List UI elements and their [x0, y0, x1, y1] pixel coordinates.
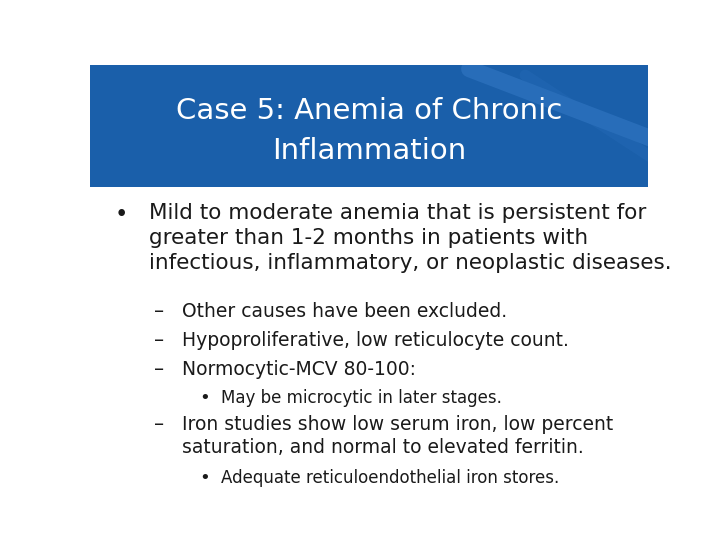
Text: –: –: [154, 360, 164, 379]
Text: –: –: [154, 415, 164, 434]
Text: •: •: [199, 389, 210, 407]
Text: Normocytic-MCV 80-100:: Normocytic-MCV 80-100:: [182, 360, 416, 379]
Text: Case 5: Anemia of Chronic: Case 5: Anemia of Chronic: [176, 97, 562, 125]
Text: Inflammation: Inflammation: [272, 137, 466, 165]
Text: Mild to moderate anemia that is persistent for
greater than 1-2 months in patien: Mild to moderate anemia that is persiste…: [148, 203, 671, 273]
Text: •: •: [199, 469, 210, 487]
FancyBboxPatch shape: [90, 187, 648, 481]
Text: May be microcytic in later stages.: May be microcytic in later stages.: [221, 389, 502, 407]
Text: Adequate reticuloendothelial iron stores.: Adequate reticuloendothelial iron stores…: [221, 469, 559, 487]
Text: Other causes have been excluded.: Other causes have been excluded.: [182, 302, 507, 321]
Text: •: •: [115, 203, 128, 226]
FancyBboxPatch shape: [90, 65, 648, 187]
Text: –: –: [154, 302, 164, 321]
Text: Iron studies show low serum iron, low percent
saturation, and normal to elevated: Iron studies show low serum iron, low pe…: [182, 415, 613, 457]
Text: Hypoproliferative, low reticulocyte count.: Hypoproliferative, low reticulocyte coun…: [182, 331, 569, 350]
Text: –: –: [154, 331, 164, 350]
